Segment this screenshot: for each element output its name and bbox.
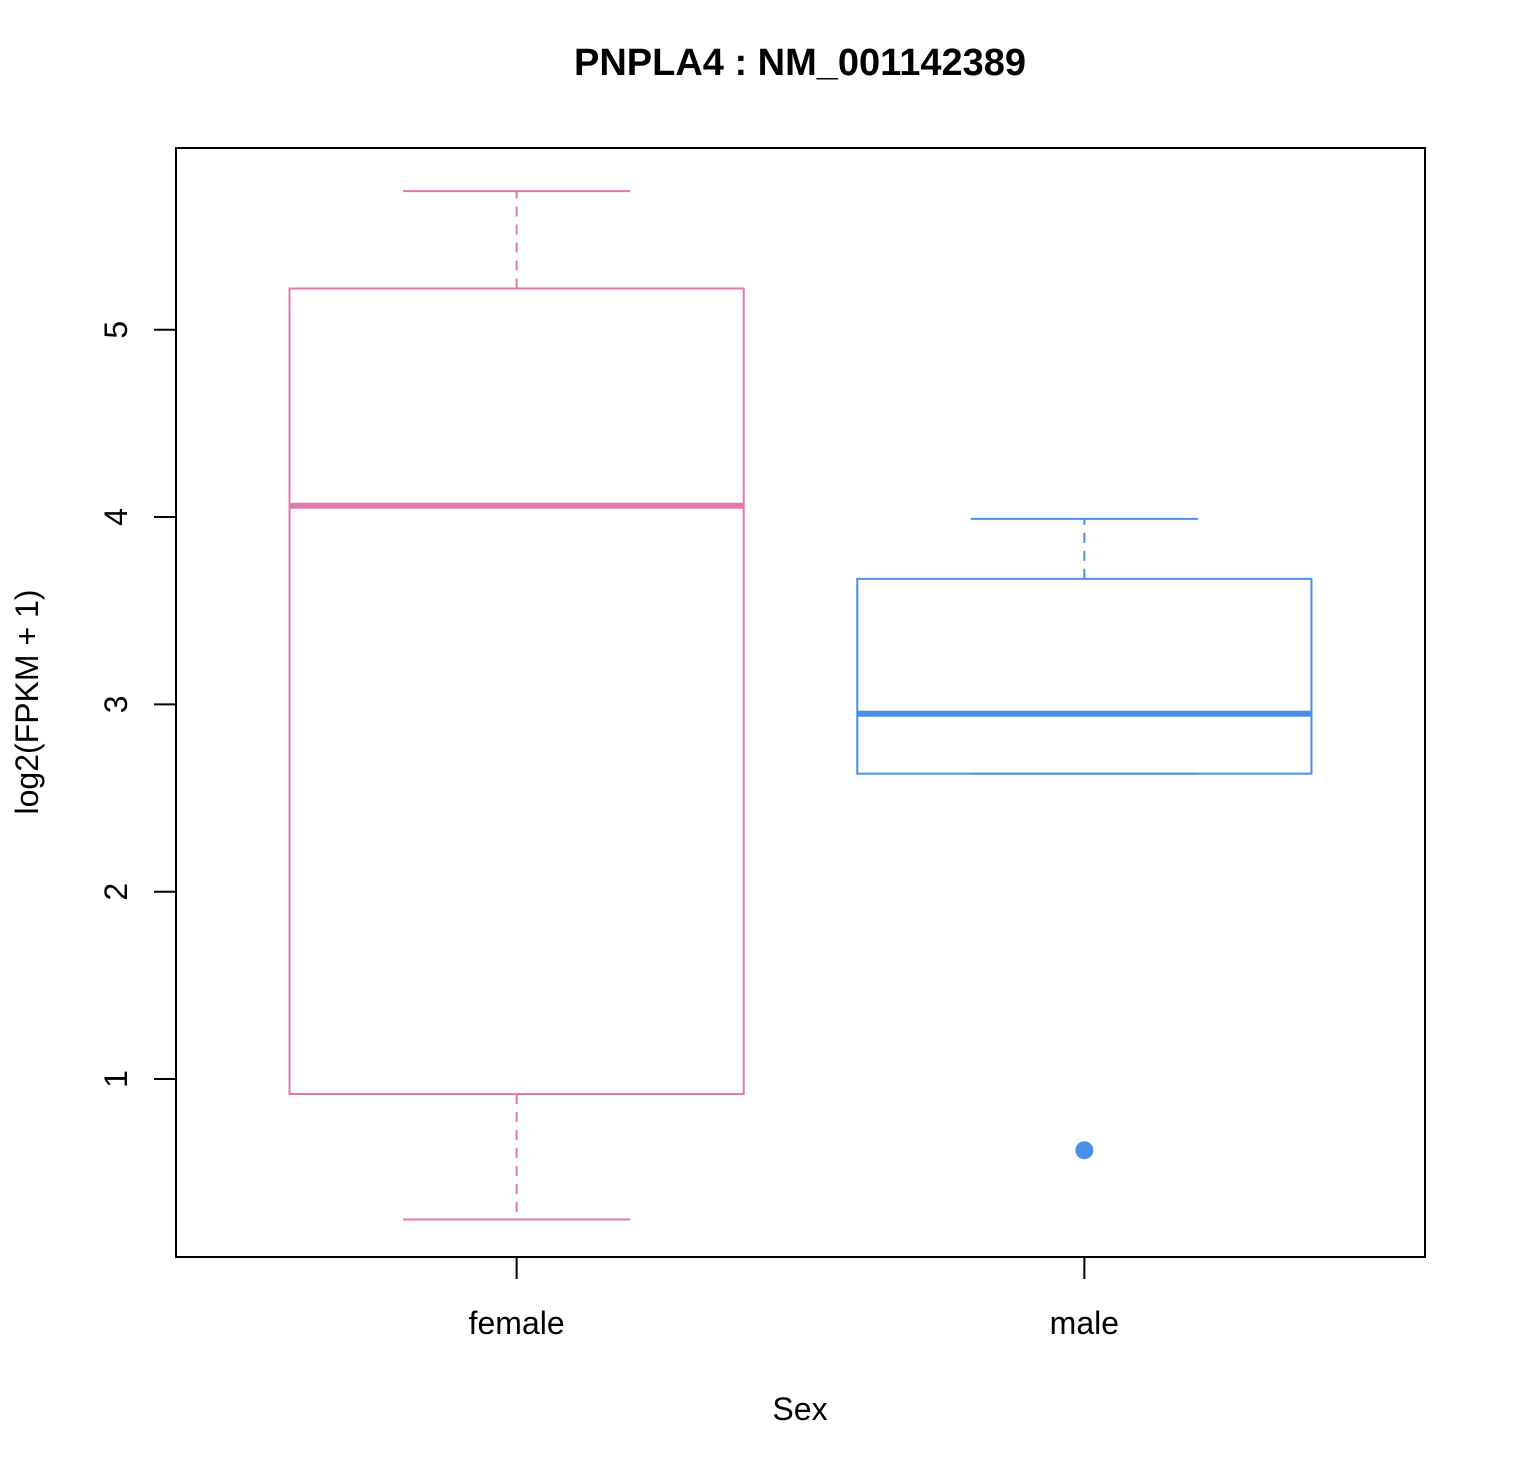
plot-frame	[175, 147, 1426, 1258]
y-axis: 1 2 3 4 5	[98, 321, 177, 1088]
boxes-layer	[288, 190, 1313, 1221]
box-rect	[856, 577, 1313, 775]
box-rect	[288, 287, 745, 1096]
x-axis: female male	[469, 1257, 1119, 1341]
y-tick-label: 3	[98, 695, 134, 713]
y-tick-label: 1	[98, 1070, 134, 1088]
outlier-point	[1075, 1141, 1094, 1160]
y-tick-label: 4	[98, 508, 134, 526]
y-tick-label: 5	[98, 321, 134, 339]
box-male	[856, 517, 1313, 1160]
box-female	[288, 190, 745, 1221]
y-axis-label: log2(FPKM + 1)	[9, 590, 45, 815]
y-tick-label: 2	[98, 883, 134, 901]
chart-title: PNPLA4 : NM_001142389	[574, 42, 1026, 84]
x-tick-label: female	[469, 1305, 565, 1341]
x-tick-label: male	[1050, 1305, 1119, 1341]
x-axis-label: Sex	[772, 1391, 827, 1427]
